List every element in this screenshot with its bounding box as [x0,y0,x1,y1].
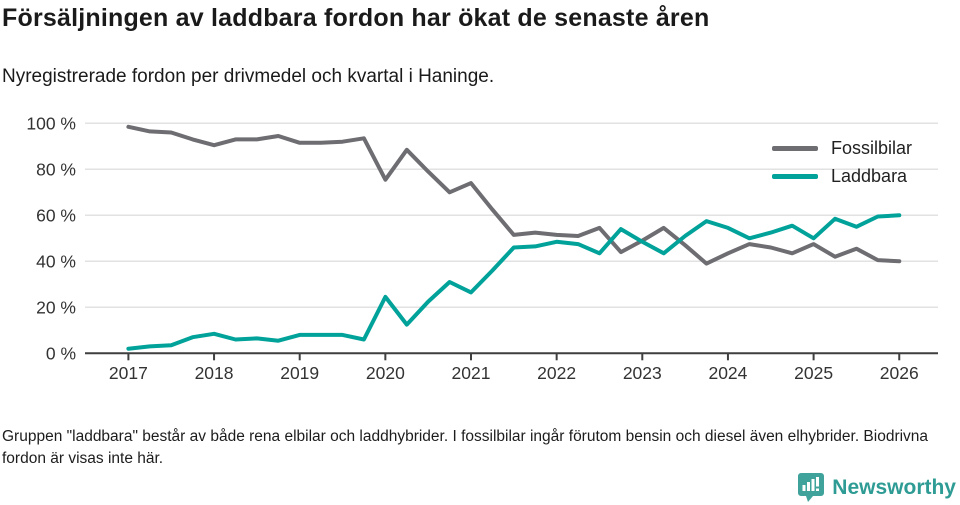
laddbara-line-swatch [772,174,818,179]
logo-text: Newsworthy [832,475,956,499]
x-axis-label: 2018 [195,363,234,383]
y-axis-label: 80 % [36,159,76,179]
series-line-laddbara [126,213,902,351]
y-axis-label: 40 % [36,251,76,271]
x-axis-label: 2022 [537,363,576,383]
series-line-fossilbilar [126,124,902,266]
y-axis-label: 20 % [36,297,76,317]
y-axis-label: 60 % [36,205,76,225]
y-axis-label: 100 % [26,113,76,133]
x-axis-label: 2017 [109,363,148,383]
x-axis-label: 2020 [366,363,405,383]
newsworthy-pin-barchart-icon [798,473,825,502]
legend-label: Fossilbilar [831,138,913,158]
legend-item-fossilbilar: Fossilbilar [772,138,912,159]
x-axis-label: 2026 [880,363,919,383]
chart-legend: Fossilbilar Laddbara [772,138,912,187]
x-axis-label: 2019 [280,363,319,383]
y-axis-label: 0 % [46,343,76,363]
x-axis-label: 2021 [452,363,491,383]
legend-label: Laddbara [831,166,908,186]
x-axis-label: 2024 [708,363,747,383]
chart-footnote: Gruppen "laddbara" består av både rena e… [2,428,929,467]
x-axis-label: 2023 [623,363,662,383]
page-title: Försäljningen av laddbara fordon har öka… [2,4,710,32]
chart-subtitle: Nyregistrerade fordon per drivmedel och … [2,66,495,87]
newsworthy-logo: Newsworthy [797,472,956,503]
fossilbilar-line-swatch [772,146,818,151]
x-axis-label: 2025 [794,363,833,383]
legend-item-laddbara: Laddbara [772,166,912,187]
